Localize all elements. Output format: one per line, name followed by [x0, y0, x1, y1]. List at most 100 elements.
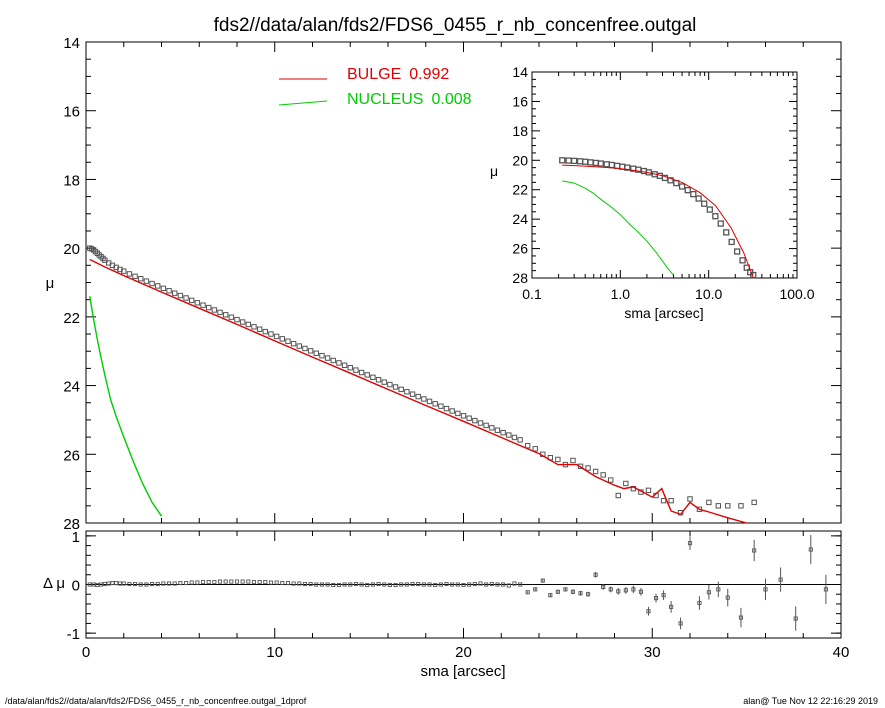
residual-point [393, 582, 398, 588]
data-point [296, 343, 302, 349]
inset-data-point [624, 164, 631, 171]
data-point [375, 377, 382, 383]
residual-point [501, 582, 506, 587]
residual-point [725, 595, 730, 600]
residual-ylabel: Δ μ [43, 575, 65, 592]
residual-point [399, 582, 404, 587]
data-point [472, 417, 478, 424]
inset-data-point [678, 183, 686, 190]
residual-point [268, 580, 274, 585]
data-point [660, 497, 667, 504]
data-point [358, 369, 365, 376]
residual-point [601, 584, 606, 589]
data-point [262, 328, 269, 335]
residual-point [495, 582, 500, 587]
data-point [234, 316, 240, 323]
residual-point [127, 581, 132, 587]
data-point [460, 413, 467, 419]
inset-data-point [712, 213, 719, 220]
residual-point [212, 580, 217, 585]
data-point [341, 362, 348, 369]
inset-xtick-label: 10.0 [695, 286, 722, 302]
data-point [421, 396, 427, 402]
data-point [102, 257, 108, 263]
inset-data-point [570, 157, 578, 165]
inset-bulge-line [562, 164, 754, 279]
data-point [489, 425, 495, 431]
inset-ytick-label: 24 [512, 211, 528, 227]
residual-point [189, 580, 194, 585]
data-point [126, 271, 133, 277]
data-point [160, 285, 167, 292]
data-point [392, 384, 399, 390]
data-point [668, 497, 674, 504]
residual-point [114, 580, 119, 586]
data-point [570, 457, 576, 464]
residual-point [433, 582, 438, 588]
residual-point [365, 582, 370, 588]
residual-point [421, 582, 426, 587]
residual-point [489, 581, 494, 587]
data-point [149, 280, 155, 287]
residual-point [478, 581, 483, 586]
legend-bulge-label: BULGE 0.992 [347, 66, 449, 83]
data-point [608, 477, 614, 483]
residual-xtick-label: 40 [833, 644, 850, 661]
residual-point [646, 609, 651, 614]
residual-point [512, 581, 517, 586]
data-point [319, 352, 325, 359]
residual-point [161, 581, 166, 586]
residual-point [117, 581, 123, 586]
residual-point [382, 582, 387, 587]
residual-point [200, 580, 206, 585]
residual-point [121, 581, 126, 586]
residual-point [178, 580, 183, 586]
residual-point [133, 581, 138, 587]
data-point [751, 499, 757, 506]
residual-point [376, 581, 381, 587]
main-panel: 14 16 18 20 22 24 26 28 μ BULGE 0.992 NUCLEUS 0.0… [46, 35, 842, 533]
residual-point [416, 581, 421, 587]
residual-point [325, 582, 330, 587]
residual-point [752, 548, 757, 553]
residual-point [404, 582, 409, 587]
residual-series [86, 534, 841, 631]
residual-point [110, 580, 115, 586]
residual-point [195, 580, 200, 585]
inset-ytick-label: 14 [512, 64, 528, 80]
data-point [177, 292, 184, 299]
residual-point [280, 580, 285, 586]
residual-point [616, 589, 621, 594]
data-point [398, 386, 404, 393]
data-point [623, 480, 629, 487]
main-ytick-label: 18 [63, 172, 80, 189]
residual-point [348, 582, 353, 587]
residual-point [314, 582, 319, 587]
data-point [273, 333, 280, 340]
data-point [347, 365, 353, 371]
main-ytick-label: 16 [63, 104, 80, 121]
residual-point [106, 581, 111, 586]
data-point [256, 326, 263, 332]
residual-point [506, 583, 511, 588]
data-point [228, 314, 235, 320]
data-point [200, 302, 206, 308]
main-ylabel: μ [46, 275, 55, 292]
residual-point [342, 582, 347, 587]
residual-point [763, 587, 768, 592]
data-point [268, 331, 274, 337]
residual-point [297, 581, 302, 586]
residual-point [548, 593, 553, 598]
main-ytick-label: 28 [63, 516, 80, 533]
residual-point [450, 582, 455, 587]
data-point [302, 345, 308, 352]
residual-point [608, 587, 613, 592]
inset-xtick-label: 100.0 [779, 286, 814, 302]
residual-point [778, 577, 783, 582]
residual-point [370, 582, 375, 587]
inset-data-point [597, 160, 604, 167]
data-point [466, 415, 472, 421]
residual-point [285, 580, 291, 586]
residual-point [525, 590, 530, 595]
